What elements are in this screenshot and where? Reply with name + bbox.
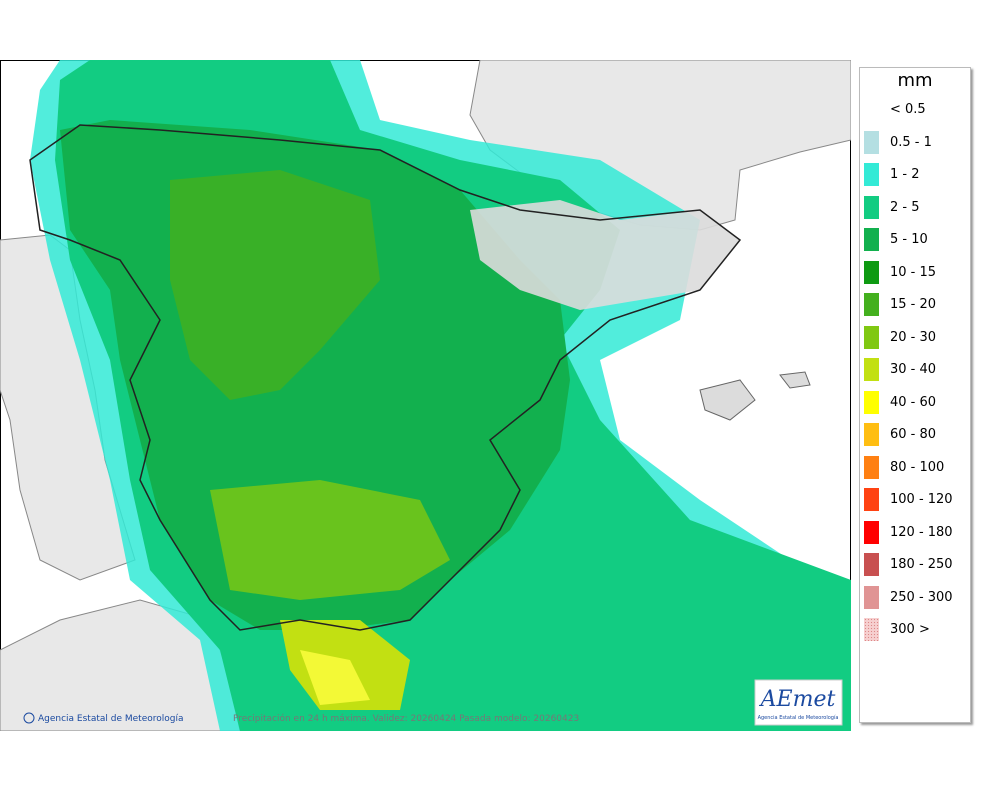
legend-label: 100 - 120 xyxy=(890,492,953,507)
legend-label: 10 - 15 xyxy=(890,264,937,280)
logo-subtitle: Agencia Estatal de Meteorología xyxy=(758,714,839,721)
legend-title: mm xyxy=(897,70,933,91)
credit-icon xyxy=(23,712,35,724)
legend-label: 5 - 10 xyxy=(890,232,928,247)
legend-swatch xyxy=(864,618,879,641)
logo-box xyxy=(754,679,843,726)
spain-border xyxy=(29,124,742,631)
legend-label: 250 - 300 xyxy=(890,589,953,605)
legend-label: 30 - 40 xyxy=(890,362,937,377)
legend-swatch xyxy=(864,358,879,381)
legend-swatch xyxy=(864,520,879,544)
legend-swatch xyxy=(864,423,879,446)
legend-swatch xyxy=(864,195,879,219)
legend-swatch xyxy=(864,98,879,121)
legend-swatch xyxy=(864,293,879,316)
legend-label: 20 - 30 xyxy=(890,329,937,345)
precip-40-60 xyxy=(300,650,370,705)
logo: AEmet Agencia Estatal de Meteorología xyxy=(754,679,843,726)
legend-label: < 0.5 xyxy=(890,102,926,117)
legend-label: 60 - 80 xyxy=(890,427,937,442)
legend-label: 120 - 180 xyxy=(890,524,953,540)
mallorca xyxy=(699,379,756,421)
dry-zone xyxy=(470,200,740,310)
legend: mm < 0.5 0.5 - 1 1 - 2 2 - 5 5 - 10 10 - 15 15… xyxy=(859,67,971,723)
legend-label: 15 - 20 xyxy=(890,297,937,312)
legend-swatch xyxy=(864,130,879,154)
legend-label: 40 - 60 xyxy=(890,394,937,410)
legend-label: 0.5 - 1 xyxy=(890,134,932,150)
precip-15-20 xyxy=(170,170,380,400)
logo-brand: AEmet xyxy=(759,687,836,712)
legend-swatch xyxy=(864,585,879,609)
legend-swatch xyxy=(864,325,879,349)
legend-swatch xyxy=(864,488,879,511)
precip-20-30 xyxy=(210,480,450,600)
legend-swatch xyxy=(864,260,879,284)
menorca xyxy=(779,371,811,389)
legend-label: 2 - 5 xyxy=(890,199,920,215)
caption: Precipitación en 24 h máxima. Validez: 2… xyxy=(233,713,579,724)
legend-label: 300 > xyxy=(890,622,930,637)
legend-label: 80 - 100 xyxy=(890,459,945,475)
legend-label: 1 - 2 xyxy=(890,167,920,182)
credit: Agencia Estatal de Meteorología xyxy=(38,714,184,724)
legend-swatch xyxy=(864,390,879,414)
legend-swatch xyxy=(864,228,879,251)
legend-swatch xyxy=(864,553,879,576)
map: AEmet Agencia Estatal de Meteorología Ag… xyxy=(0,60,851,731)
legend-swatch xyxy=(864,455,879,479)
legend-label: 180 - 250 xyxy=(890,557,953,572)
legend-swatch xyxy=(864,163,879,186)
